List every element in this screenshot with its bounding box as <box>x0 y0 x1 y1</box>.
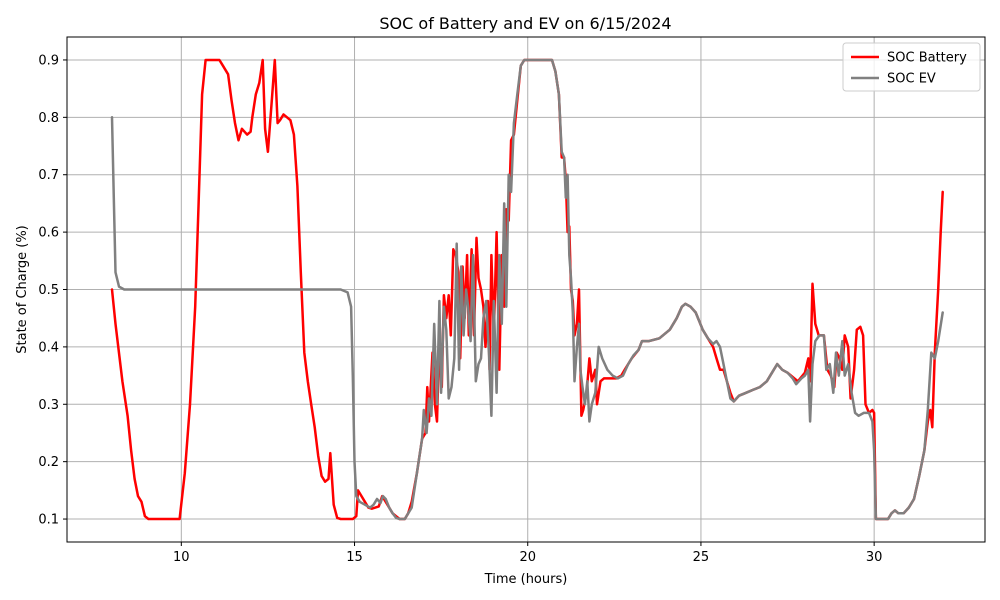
x-axis-ticks: 10 15 20 25 30 <box>173 542 882 565</box>
series-line-soc-battery <box>110 58 944 521</box>
series-layer <box>110 58 944 521</box>
legend-label-soc-battery: SOC Battery <box>887 51 967 66</box>
legend: SOC Battery SOC EV <box>842 42 981 92</box>
y-tick-label: 0.3 <box>38 398 59 413</box>
y-axis-label: State of Charge (%) <box>15 225 30 353</box>
x-tick-label: 30 <box>866 550 883 565</box>
y-tick-label: 0.2 <box>38 455 59 470</box>
x-axis-label: Time (hours) <box>484 572 568 587</box>
x-tick-label: 15 <box>346 550 363 565</box>
legend-label-soc-ev: SOC EV <box>887 72 936 87</box>
x-tick-label: 20 <box>519 550 536 565</box>
y-axis-ticks: 0.1 0.2 0.3 0.4 0.5 0.6 0.7 0.8 0.9 <box>38 53 67 528</box>
y-tick-label: 0.9 <box>38 53 59 68</box>
y-tick-label: 0.5 <box>38 283 59 298</box>
y-tick-label: 0.6 <box>38 226 59 241</box>
x-tick-label: 10 <box>173 550 190 565</box>
y-tick-label: 0.1 <box>38 513 59 528</box>
x-tick-label: 25 <box>693 550 710 565</box>
series-line-soc-ev <box>110 58 944 521</box>
y-tick-label: 0.4 <box>38 340 59 355</box>
chart-title: SOC of Battery and EV on 6/15/2024 <box>379 14 671 33</box>
y-tick-label: 0.8 <box>38 111 59 126</box>
y-tick-label: 0.7 <box>38 168 59 183</box>
